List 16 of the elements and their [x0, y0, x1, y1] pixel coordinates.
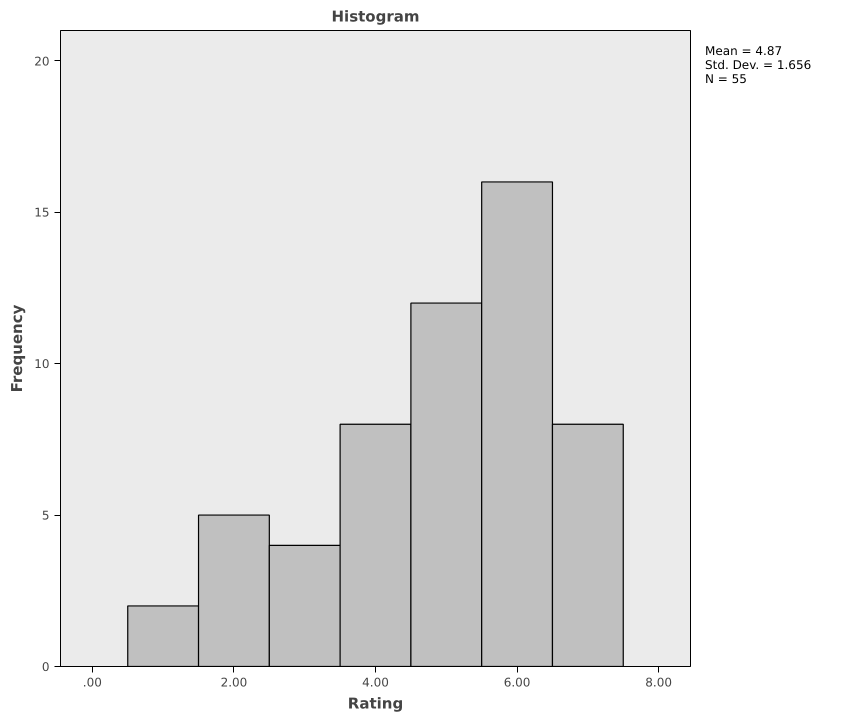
- y-tick-label: 20: [34, 54, 50, 68]
- x-tick-label: 8.00: [645, 676, 672, 690]
- text: Std. Dev. = 1.656: [705, 58, 812, 72]
- y-tick-label: 10: [34, 357, 50, 372]
- text: Mean = 4.87: [705, 44, 782, 58]
- y-tick-label: 15: [34, 206, 50, 220]
- y-axis-title: Frequency: [8, 304, 26, 392]
- chart-title: Histogram: [332, 8, 420, 26]
- x-tick-label: 4.00: [362, 676, 389, 690]
- x-tick-label: 2.00: [220, 676, 248, 690]
- text: N = 55: [705, 72, 747, 86]
- y-tick-label: 5: [42, 508, 50, 523]
- y-tick-label: 0: [42, 660, 50, 674]
- x-tick-label: .00: [82, 676, 102, 690]
- x-tick-label: 6.00: [504, 676, 530, 690]
- x-axis-title: Rating: [348, 694, 404, 712]
